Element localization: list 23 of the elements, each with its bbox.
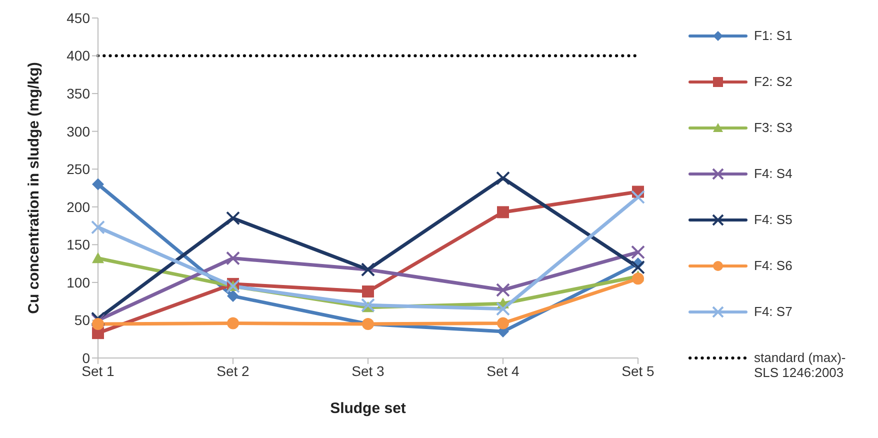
x-tick-label: Set 2	[216, 362, 250, 379]
legend-label: F4: S6	[754, 258, 792, 273]
y-tick-label: 450	[66, 10, 90, 26]
y-tick-label: 150	[66, 236, 90, 253]
y-tick-label: 350	[66, 86, 90, 102]
y-tick-label: 300	[66, 123, 90, 140]
y-tick-label: 50	[74, 312, 90, 328]
legend-label: F2: S2	[754, 74, 792, 89]
x-tick-label: Set 4	[486, 362, 520, 379]
legend-label: standard (max)-SLS 1246:2003	[754, 350, 847, 380]
y-tick-label: 100	[66, 274, 90, 290]
legend-label: F1: S1	[754, 28, 792, 43]
y-tick-label: 250	[66, 161, 90, 178]
legend-label: F4: S7	[754, 304, 792, 319]
legend-label: F3: S3	[754, 120, 792, 135]
x-tick-label: Set 3	[352, 362, 385, 379]
x-axis-title: Sludge set	[330, 400, 406, 417]
legend-label: F4: S5	[754, 212, 792, 227]
x-tick-label: Set 5	[622, 362, 655, 379]
legend-label: F4: S4	[754, 166, 792, 181]
y-axis-title: Cu concentration in sludge (mg/kg)	[25, 62, 42, 314]
y-tick-label: 400	[66, 48, 90, 64]
y-tick-label: 200	[66, 198, 90, 215]
